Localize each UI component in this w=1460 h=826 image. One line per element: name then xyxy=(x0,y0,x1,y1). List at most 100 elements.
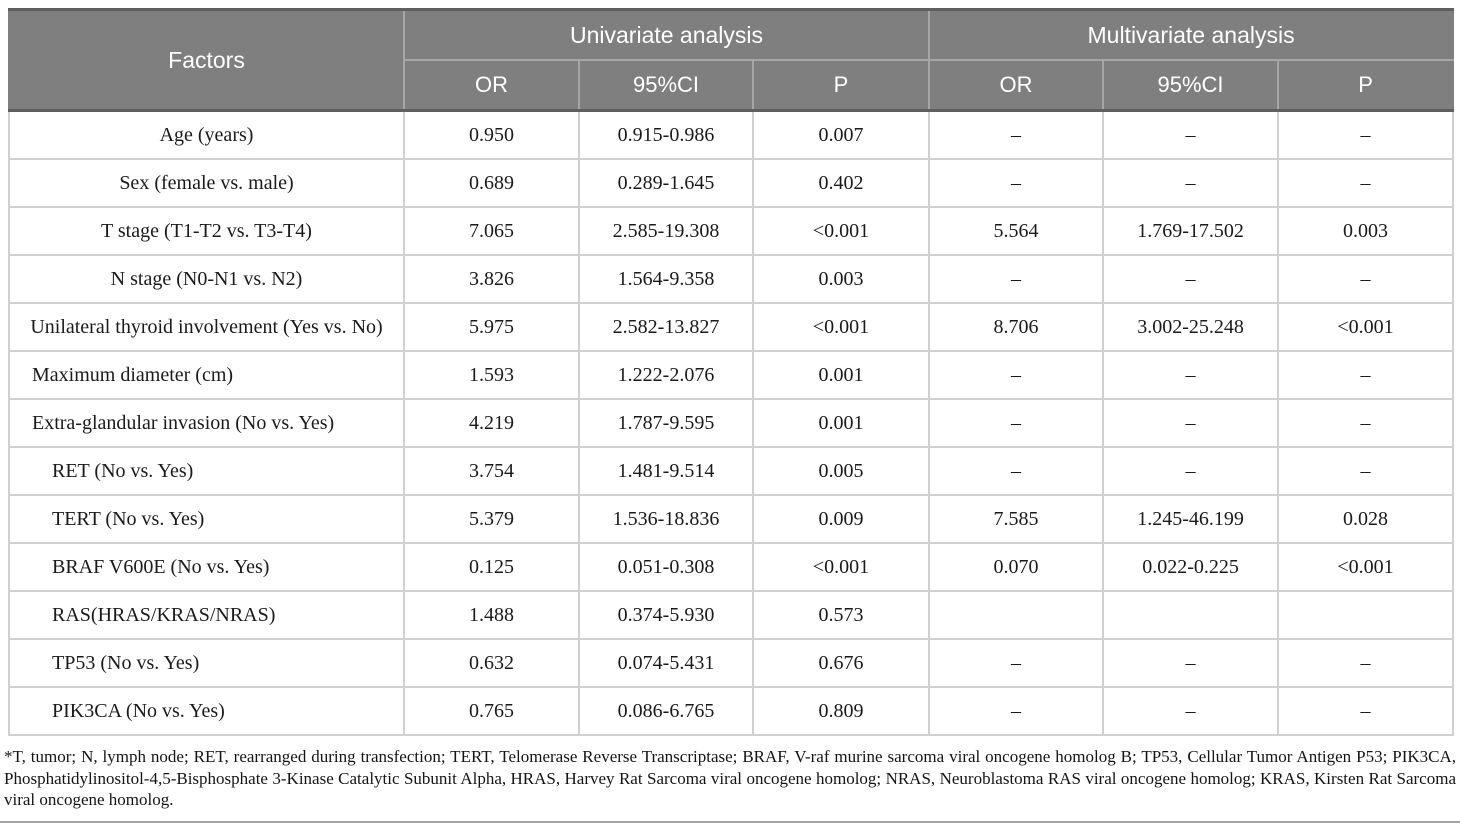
table-row: RET (No vs. Yes) 3.754 1.481-9.514 0.005– – – xyxy=(8,446,1455,496)
multi-p-cell: – xyxy=(1277,398,1455,448)
uni-ci-cell: 1.536-18.836 xyxy=(578,494,754,544)
uni-p-cell: 0.573 xyxy=(751,590,931,640)
multi-or-cell xyxy=(928,590,1105,640)
table-row: Sex (female vs. male) 0.689 0.289-1.645 0.4… xyxy=(8,158,1455,208)
uni-ci-cell: 0.289-1.645 xyxy=(578,158,754,208)
uni-or-cell: 5.379 xyxy=(403,494,580,544)
table-row: Unilateral thyroid involvement (Yes vs. … xyxy=(8,302,1455,352)
table-footnote: *T, tumor; N, lymph node; RET, rearrange… xyxy=(4,747,1456,810)
factor-cell: PIK3CA (No vs. Yes) xyxy=(8,686,405,736)
multi-ci-cell: – xyxy=(1102,398,1280,448)
uni-ci-cell: 0.374-5.930 xyxy=(578,590,754,640)
factor-cell: TERT (No vs. Yes) xyxy=(8,494,405,544)
uni-or-cell: 7.065 xyxy=(403,206,580,256)
multi-ci-cell: 1.245-46.199 xyxy=(1102,494,1280,544)
header-univariate-analysis: Univariate analysis xyxy=(402,8,931,61)
factor-cell: TP53 (No vs. Yes) xyxy=(8,638,405,688)
uni-or-cell: 5.975 xyxy=(403,302,580,352)
multi-ci-cell: – xyxy=(1102,686,1280,736)
multi-or-cell: 8.706 xyxy=(928,302,1105,352)
multi-ci-cell: 1.769-17.502 xyxy=(1102,206,1280,256)
multi-or-cell: – xyxy=(928,638,1105,688)
multi-or-cell: – xyxy=(928,158,1105,208)
header-multivariate-p: P xyxy=(1277,59,1455,112)
multi-or-cell: – xyxy=(928,686,1105,736)
uni-p-cell: <0.001 xyxy=(751,542,931,592)
uni-or-cell: 0.765 xyxy=(403,686,580,736)
multi-p-cell xyxy=(1277,590,1455,640)
uni-or-cell: 0.125 xyxy=(403,542,580,592)
header-factors: Factors xyxy=(8,8,405,112)
uni-or-cell: 0.950 xyxy=(403,109,580,160)
multi-p-cell: 0.003 xyxy=(1277,206,1455,256)
multi-or-cell: – xyxy=(928,254,1105,304)
header-group-row: Factors Univariate analysis Multivariate… xyxy=(8,8,1455,112)
uni-p-cell: <0.001 xyxy=(751,206,931,256)
multi-ci-cell: – xyxy=(1102,109,1280,160)
analysis-table: Factors Univariate analysis Multivariate… xyxy=(8,8,1455,736)
table-row: Maximum diameter (cm) 1.593 1.222-2.076 0.0… xyxy=(8,350,1455,400)
uni-p-cell: 0.402 xyxy=(751,158,931,208)
factor-cell: Sex (female vs. male) xyxy=(8,158,405,208)
multi-p-cell: 0.028 xyxy=(1277,494,1455,544)
multi-or-cell: 5.564 xyxy=(928,206,1105,256)
uni-p-cell: 0.001 xyxy=(751,398,931,448)
table-row: N stage (N0-N1 vs. N2) 3.826 1.564-9.358 0.… xyxy=(8,254,1455,304)
header-multivariate-or: OR xyxy=(928,59,1105,112)
table-row: TP53 (No vs. Yes) 0.632 0.074-5.431 0.676– –… xyxy=(8,638,1455,688)
bottom-divider xyxy=(0,821,1460,823)
factor-cell: N stage (N0-N1 vs. N2) xyxy=(8,254,405,304)
multi-ci-cell: 0.022-0.225 xyxy=(1102,542,1280,592)
multi-or-cell: – xyxy=(928,350,1105,400)
uni-ci-cell: 2.585-19.308 xyxy=(578,206,754,256)
factor-cell: Maximum diameter (cm) xyxy=(8,350,405,400)
table-row: RAS(HRAS/KRAS/NRAS) 1.488 0.374-5.930 0.573 xyxy=(8,590,1455,640)
multi-ci-cell: – xyxy=(1102,638,1280,688)
multi-or-cell: – xyxy=(928,446,1105,496)
factor-cell: RET (No vs. Yes) xyxy=(8,446,405,496)
header-multivariate-ci: 95%CI xyxy=(1102,59,1280,112)
table-body: Age (years) 0.950 0.915-0.986 0.007– – – Sex (… xyxy=(8,109,1455,736)
uni-or-cell: 0.689 xyxy=(403,158,580,208)
uni-p-cell: 0.676 xyxy=(751,638,931,688)
header-univariate-p: P xyxy=(751,59,931,112)
table-row: TERT (No vs. Yes) 5.379 1.536-18.836 0.009 7… xyxy=(8,494,1455,544)
factor-cell: Extra-glandular invasion (No vs. Yes) xyxy=(8,398,405,448)
multi-p-cell: <0.001 xyxy=(1277,302,1455,352)
multi-ci-cell: – xyxy=(1102,446,1280,496)
uni-p-cell: 0.001 xyxy=(751,350,931,400)
header-sub-row: OR 95%CI P OR 95%CI P xyxy=(9,59,1455,112)
uni-or-cell: 0.632 xyxy=(403,638,580,688)
header-univariate-ci: 95%CI xyxy=(578,59,754,112)
factor-cell: Unilateral thyroid involvement (Yes vs. … xyxy=(8,302,405,352)
multi-p-cell: <0.001 xyxy=(1277,542,1455,592)
multi-p-cell: – xyxy=(1277,638,1455,688)
table-row: Extra-glandular invasion (No vs. Yes) 4.2… xyxy=(8,398,1455,448)
uni-or-cell: 3.754 xyxy=(403,446,580,496)
multi-ci-cell xyxy=(1102,590,1280,640)
multi-p-cell: – xyxy=(1277,446,1455,496)
uni-ci-cell: 0.086-6.765 xyxy=(578,686,754,736)
multi-p-cell: – xyxy=(1277,350,1455,400)
uni-ci-cell: 1.222-2.076 xyxy=(578,350,754,400)
multi-or-cell: 7.585 xyxy=(928,494,1105,544)
header-multivariate-analysis: Multivariate analysis xyxy=(928,8,1455,61)
table-row: BRAF V600E (No vs. Yes) 0.125 0.051-0.308 <… xyxy=(8,542,1455,592)
uni-ci-cell: 0.915-0.986 xyxy=(578,109,754,160)
uni-ci-cell: 0.074-5.431 xyxy=(578,638,754,688)
uni-ci-cell: 1.564-9.358 xyxy=(578,254,754,304)
uni-or-cell: 3.826 xyxy=(403,254,580,304)
multi-p-cell: – xyxy=(1277,254,1455,304)
uni-p-cell: 0.009 xyxy=(751,494,931,544)
multi-ci-cell: – xyxy=(1102,158,1280,208)
multi-or-cell: 0.070 xyxy=(928,542,1105,592)
multi-or-cell: – xyxy=(928,109,1105,160)
multi-p-cell: – xyxy=(1277,686,1455,736)
multi-ci-cell: – xyxy=(1102,350,1280,400)
table-row: Age (years) 0.950 0.915-0.986 0.007– – – xyxy=(8,109,1455,160)
table-row: T stage (T1-T2 vs. T3-T4) 7.065 2.585-19.3… xyxy=(8,206,1455,256)
table-header: Factors Univariate analysis Multivariate… xyxy=(8,8,1455,112)
header-univariate-or: OR xyxy=(403,59,580,112)
factor-cell: Age (years) xyxy=(8,109,405,160)
factor-cell: BRAF V600E (No vs. Yes) xyxy=(8,542,405,592)
